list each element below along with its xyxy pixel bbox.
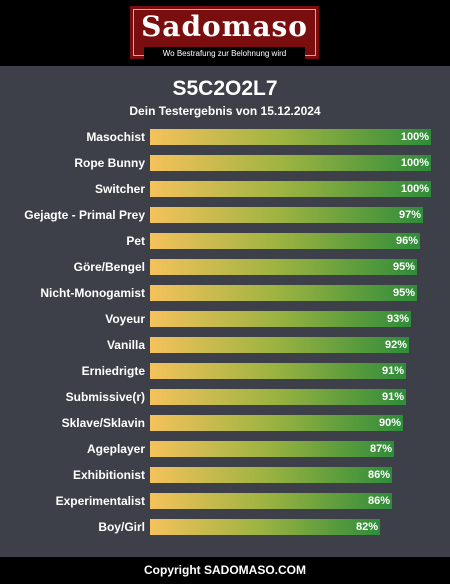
bar: 96% [150, 233, 420, 249]
footer-copyright: Copyright SADOMASO.COM [0, 557, 450, 584]
site-logo[interactable]: Sadomaso Wo Bestrafung zur Belohnung wir… [130, 6, 319, 60]
bar: 97% [150, 207, 423, 223]
category-label: Ageplayer [86, 442, 145, 456]
bar: 90% [150, 415, 403, 431]
category-label: Erniedrigte [81, 364, 145, 378]
chart-row: Submissive(r) 91% [0, 387, 450, 407]
value-label: 82% [355, 521, 378, 533]
category-label: Masochist [86, 130, 145, 144]
bar: 91% [150, 389, 406, 405]
bar: 86% [150, 467, 392, 483]
category-label: Vanilla [106, 338, 145, 352]
category-label: Exhibitionist [73, 468, 145, 482]
value-label: 91% [381, 391, 404, 403]
chart-row: Experimentalist 86% [0, 491, 450, 511]
bar: 100% [150, 181, 431, 197]
bar: 100% [150, 155, 431, 171]
category-label: Submissive(r) [65, 390, 145, 404]
chart-row: Switcher 100% [0, 179, 450, 199]
bar: 91% [150, 363, 406, 379]
chart-row: Exhibitionist 86% [0, 465, 450, 485]
value-label: 100% [400, 157, 429, 169]
value-label: 93% [386, 313, 409, 325]
category-label: Gejagte - Primal Prey [24, 208, 145, 222]
value-label: 97% [398, 209, 421, 221]
value-label: 96% [395, 235, 418, 247]
chart-row: Pet 96% [0, 231, 450, 251]
chart-row: Ageplayer 87% [0, 439, 450, 459]
category-label: Voyeur [105, 312, 145, 326]
value-label: 90% [378, 417, 401, 429]
category-label: Rope Bunny [74, 156, 145, 170]
category-label: Switcher [94, 182, 145, 196]
chart-row: Erniedrigte 91% [0, 361, 450, 381]
bar: 95% [150, 259, 417, 275]
chart-row: Masochist 100% [0, 127, 450, 147]
value-label: 100% [400, 183, 429, 195]
chart-subtitle: Dein Testergebnis von 15.12.2024 [129, 104, 321, 118]
bar: 100% [150, 129, 431, 145]
bar: 95% [150, 285, 417, 301]
header: Sadomaso Wo Bestrafung zur Belohnung wir… [0, 0, 450, 66]
category-label: Experimentalist [55, 494, 145, 508]
bar: 87% [150, 441, 394, 457]
chart-row: Rope Bunny 100% [0, 153, 450, 173]
logo-tagline: Wo Bestrafung zur Belohnung wird [144, 47, 305, 60]
value-label: 92% [384, 339, 407, 351]
value-label: 95% [392, 261, 415, 273]
value-label: 91% [381, 365, 404, 377]
chart-row: Boy/Girl 82% [0, 517, 450, 537]
bar: 86% [150, 493, 392, 509]
chart-title: S5C2O2L7 [172, 77, 278, 100]
category-label: Boy/Girl [98, 520, 145, 534]
bar: 92% [150, 337, 409, 353]
value-label: 87% [369, 443, 392, 455]
bar: 82% [150, 519, 380, 535]
value-label: 100% [400, 131, 429, 143]
category-label: Göre/Bengel [73, 260, 145, 274]
chart-row: Vanilla 92% [0, 335, 450, 355]
value-label: 86% [367, 469, 390, 481]
logo-wordmark: Sadomaso [141, 10, 308, 43]
category-label: Nicht-Monogamist [40, 286, 145, 300]
value-label: 95% [392, 287, 415, 299]
category-label: Pet [126, 234, 145, 248]
chart-row: Göre/Bengel 95% [0, 257, 450, 277]
category-label: Sklave/Sklavin [61, 416, 145, 430]
chart-row: Voyeur 93% [0, 309, 450, 329]
chart-row: Nicht-Monogamist 95% [0, 283, 450, 303]
value-label: 86% [367, 495, 390, 507]
chart-row: Sklave/Sklavin 90% [0, 413, 450, 433]
bar: 93% [150, 311, 411, 327]
chart-row: Gejagte - Primal Prey 97% [0, 205, 450, 225]
